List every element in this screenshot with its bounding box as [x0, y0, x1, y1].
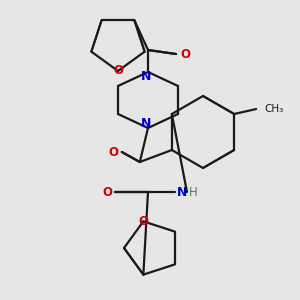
Text: O: O — [102, 185, 112, 199]
Text: N: N — [141, 117, 151, 130]
Text: O: O — [138, 215, 148, 228]
Text: O: O — [180, 47, 190, 61]
Text: O: O — [109, 146, 119, 158]
Text: N: N — [141, 70, 151, 83]
Text: N: N — [177, 185, 187, 199]
Text: CH₃: CH₃ — [264, 104, 284, 114]
Text: O: O — [113, 64, 123, 77]
Text: H: H — [189, 185, 197, 199]
